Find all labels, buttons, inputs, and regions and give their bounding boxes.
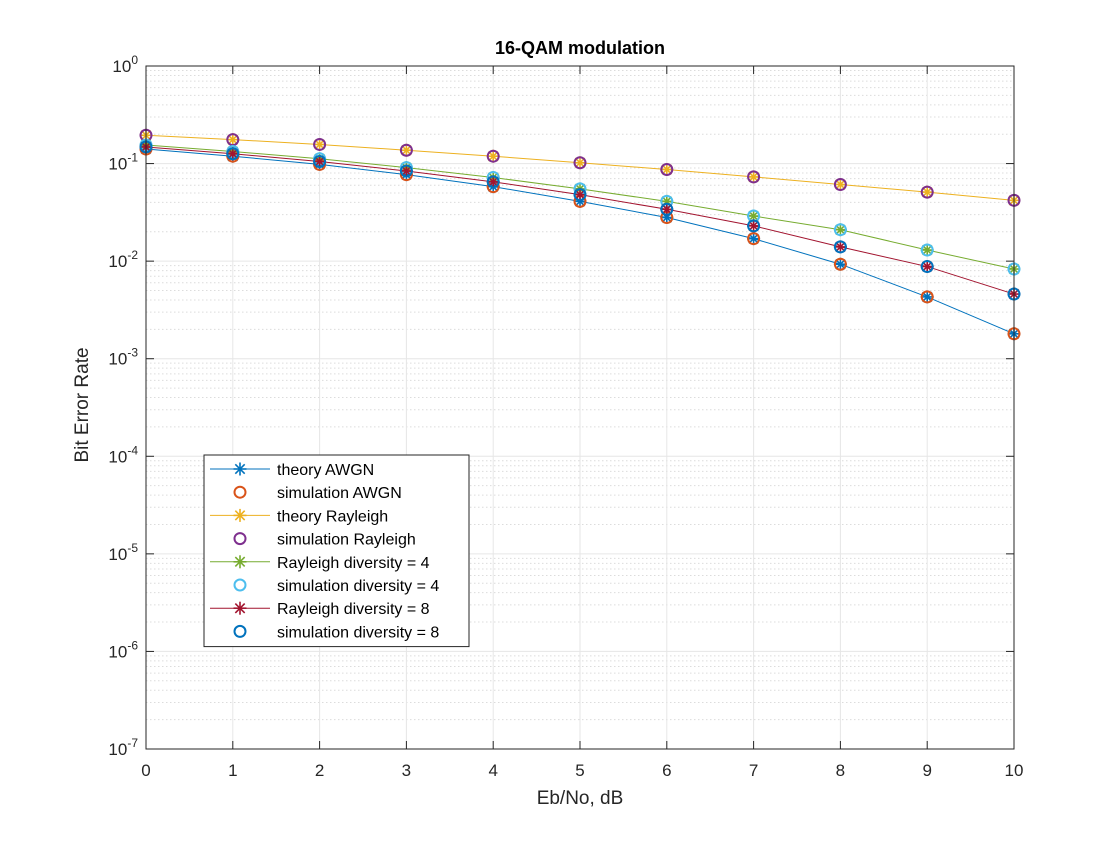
legend-label: simulation diversity = 8 — [277, 624, 439, 641]
plot-series — [139, 128, 1021, 341]
circle-marker — [486, 175, 500, 189]
series-7 — [139, 140, 1021, 301]
asterisk-marker — [226, 147, 240, 161]
circle-marker — [747, 219, 761, 233]
asterisk-marker — [233, 508, 247, 522]
legend-item: simulation Rayleigh — [233, 532, 416, 549]
asterisk-marker — [747, 170, 761, 184]
circle-marker — [233, 578, 247, 592]
asterisk-marker — [747, 232, 761, 246]
y-tick-label: 10-1 — [108, 151, 138, 174]
legend-label: theory Rayleigh — [277, 508, 388, 525]
y-tick-label: 10-6 — [108, 638, 138, 661]
circle-marker — [233, 532, 247, 546]
asterisk-marker — [920, 243, 934, 257]
x-tick-label: 10 — [1005, 761, 1024, 780]
circle-marker — [573, 156, 587, 170]
chart-title: 16-QAM modulation — [495, 38, 665, 58]
asterisk-marker — [833, 240, 847, 254]
circle-marker — [313, 137, 327, 151]
legend-label: simulation AWGN — [277, 485, 402, 502]
circle-marker — [920, 290, 934, 304]
x-tick-label: 6 — [662, 761, 671, 780]
circle-marker — [486, 149, 500, 163]
circle-marker — [833, 257, 847, 271]
circle-marker — [233, 485, 247, 499]
asterisk-marker — [313, 137, 327, 151]
circle-marker — [747, 232, 761, 246]
x-tick-label: 1 — [228, 761, 237, 780]
circle-marker — [920, 185, 934, 199]
circle-marker — [573, 188, 587, 202]
y-tick-label: 10-7 — [108, 736, 138, 759]
legend-label: theory AWGN — [277, 462, 374, 479]
legend-item: Rayleigh diversity = 4 — [210, 555, 430, 572]
y-tick-label: 10-5 — [108, 541, 138, 564]
asterisk-marker — [833, 223, 847, 237]
x-axis-label: Eb/No, dB — [537, 788, 624, 809]
asterisk-marker — [920, 260, 934, 274]
asterisk-marker — [399, 143, 413, 157]
asterisk-marker — [920, 185, 934, 199]
legend-label: Rayleigh diversity = 4 — [277, 555, 430, 572]
asterisk-marker — [233, 601, 247, 615]
x-tick-label: 9 — [922, 761, 931, 780]
y-axis-label: Bit Error Rate — [72, 347, 93, 462]
asterisk-marker — [486, 175, 500, 189]
x-tick-label: 3 — [402, 761, 411, 780]
legend-label: Rayleigh diversity = 8 — [277, 601, 430, 618]
legend-item: theory AWGN — [210, 462, 374, 479]
asterisk-marker — [399, 164, 413, 178]
legend-item: theory Rayleigh — [210, 508, 388, 525]
x-tick-label: 8 — [836, 761, 845, 780]
asterisk-marker — [573, 156, 587, 170]
x-tick-label: 7 — [749, 761, 758, 780]
asterisk-marker — [747, 219, 761, 233]
circle-marker — [833, 240, 847, 254]
asterisk-marker — [573, 188, 587, 202]
y-tick-label: 10-4 — [108, 443, 138, 466]
circle-marker — [920, 260, 934, 274]
x-tick-label: 5 — [575, 761, 584, 780]
legend-box — [203, 454, 470, 648]
asterisk-marker — [660, 202, 674, 216]
asterisk-marker — [226, 133, 240, 147]
asterisk-marker — [833, 257, 847, 271]
asterisk-marker — [233, 462, 247, 476]
y-tick-label: 10-2 — [108, 248, 138, 271]
legend: theory AWGN simulation AWGN theory Rayleig… — [203, 454, 470, 648]
x-tick-label: 4 — [488, 761, 497, 780]
asterisk-marker — [833, 178, 847, 192]
circle-marker — [747, 170, 761, 184]
circle-marker — [833, 223, 847, 237]
circle-marker — [660, 162, 674, 176]
asterisk-marker — [486, 149, 500, 163]
y-tick-label: 10-3 — [108, 346, 138, 369]
circle-marker — [226, 147, 240, 161]
circle-marker — [399, 164, 413, 178]
legend-item: simulation diversity = 8 — [233, 624, 439, 641]
circle-marker — [920, 243, 934, 257]
circle-marker — [399, 143, 413, 157]
asterisk-marker — [313, 155, 327, 169]
asterisk-marker — [920, 290, 934, 304]
circle-marker — [833, 178, 847, 192]
legend-item: simulation AWGN — [233, 485, 402, 502]
legend-label: simulation Rayleigh — [277, 532, 416, 549]
axis-ticks: 0 1 2 3 4 5 6 7 8 9 10 10-7 10-6 10-5 10-4 10-3 10-2 10-1… — [108, 53, 1023, 780]
asterisk-marker — [660, 162, 674, 176]
legend-item: Rayleigh diversity = 8 — [210, 601, 430, 618]
series-6 — [139, 140, 1021, 301]
x-tick-label: 0 — [141, 761, 150, 780]
circle-marker — [313, 155, 327, 169]
asterisk-marker — [233, 555, 247, 569]
x-tick-label: 2 — [315, 761, 324, 780]
legend-label: simulation diversity = 4 — [277, 578, 439, 595]
circle-marker — [233, 624, 247, 638]
circle-marker — [660, 202, 674, 216]
y-tick-label: 100 — [112, 53, 138, 76]
legend-item: simulation diversity = 4 — [233, 578, 439, 595]
